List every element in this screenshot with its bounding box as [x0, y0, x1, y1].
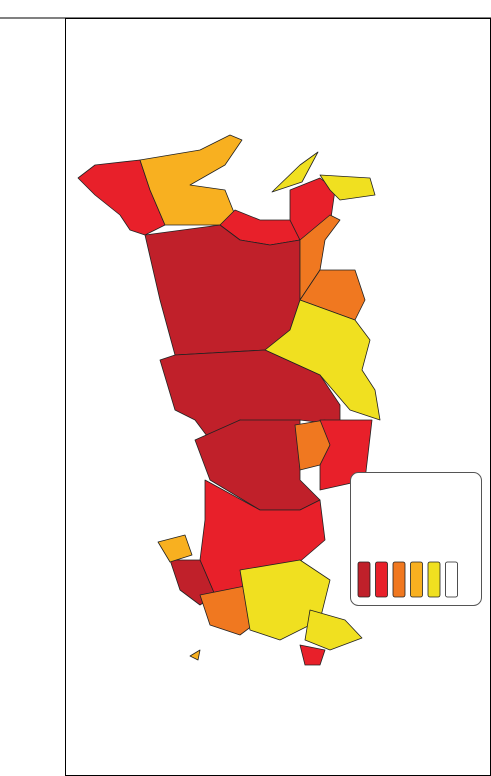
- region: [139, 134, 243, 226]
- legend-swatch: [410, 561, 423, 598]
- legend-swatches: [357, 561, 458, 598]
- legend-swatch: [392, 561, 406, 598]
- region: [304, 609, 363, 651]
- legend-swatch: [445, 561, 458, 598]
- region: [144, 224, 301, 356]
- region: [189, 649, 201, 661]
- region: [271, 151, 319, 193]
- regions: [77, 134, 381, 666]
- legend-swatch: [357, 561, 371, 598]
- legend-swatch: [427, 561, 441, 598]
- region: [319, 174, 376, 201]
- region: [299, 644, 326, 666]
- region: [157, 534, 193, 563]
- legend-swatch: [375, 561, 388, 598]
- region: [77, 159, 166, 236]
